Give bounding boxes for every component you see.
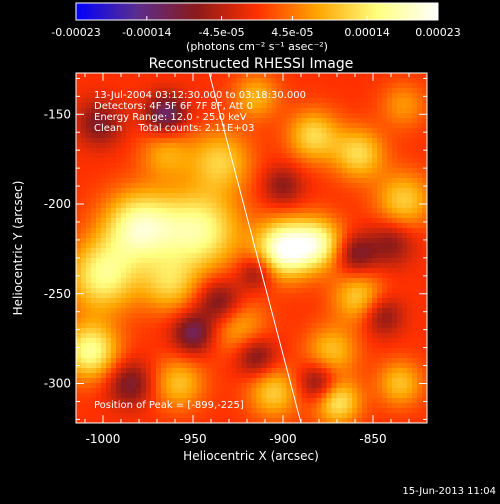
colorbar-tick-label: -4.5e-05 (198, 26, 244, 39)
y-tick-label: -250 (44, 287, 71, 301)
y-tick-label: -150 (44, 107, 71, 121)
info-line-time: 13-Jul-2004 03:12:30.000 to 03:18:30.000 (94, 90, 306, 101)
colorbar-tick-label: 0.00023 (415, 26, 461, 39)
y-tick-label: -300 (44, 377, 71, 391)
x-tick-label: -1000 (86, 432, 121, 446)
info-block: 13-Jul-2004 03:12:30.000 to 03:18:30.000… (94, 90, 306, 134)
colorbar-unit-label: (photons cm⁻² s⁻¹ asec⁻²) (186, 40, 328, 53)
x-tick-label: -850 (359, 432, 386, 446)
colorbar-tick-label: 4.5e-05 (271, 26, 313, 39)
colorbar (75, 2, 439, 21)
timestamp: 15-Jun-2013 11:04 (402, 486, 496, 497)
colorbar-tick-label: -0.00014 (122, 26, 171, 39)
x-axis-label: Heliocentric X (arcsec) (183, 449, 319, 463)
y-tick-label: -200 (44, 197, 71, 211)
info-line-energy: Energy Range: 12.0 - 25.0 keV (94, 112, 247, 123)
x-tick-label: -900 (269, 432, 296, 446)
colorbar-ticks: -0.00023 -0.00014 -4.5e-05 4.5e-05 0.00014 0.… (51, 16, 461, 39)
chart-title: Reconstructed RHESSI Image (149, 56, 354, 72)
info-line-clean: Clean Total counts: 2.11E+03 (94, 123, 254, 134)
info-line-detectors: Detectors: 4F 5F 6F 7F 8F, Att 0 (94, 101, 253, 112)
heatmap-image (76, 73, 427, 423)
axis-ticks: -1000 -950 -900 -850 -300 -250 -200 -150 (44, 73, 428, 446)
y-axis-label: Heliocentric Y (arcsec) (11, 181, 25, 316)
solar-limb-line (208, 73, 302, 423)
x-tick-label: -950 (179, 432, 206, 446)
peak-position-label: Position of Peak = [-899,-225] (94, 400, 244, 411)
plot-frame (75, 72, 428, 424)
colorbar-tick-label: -0.00023 (51, 26, 100, 39)
colorbar-tick-label: 0.00014 (344, 26, 390, 39)
